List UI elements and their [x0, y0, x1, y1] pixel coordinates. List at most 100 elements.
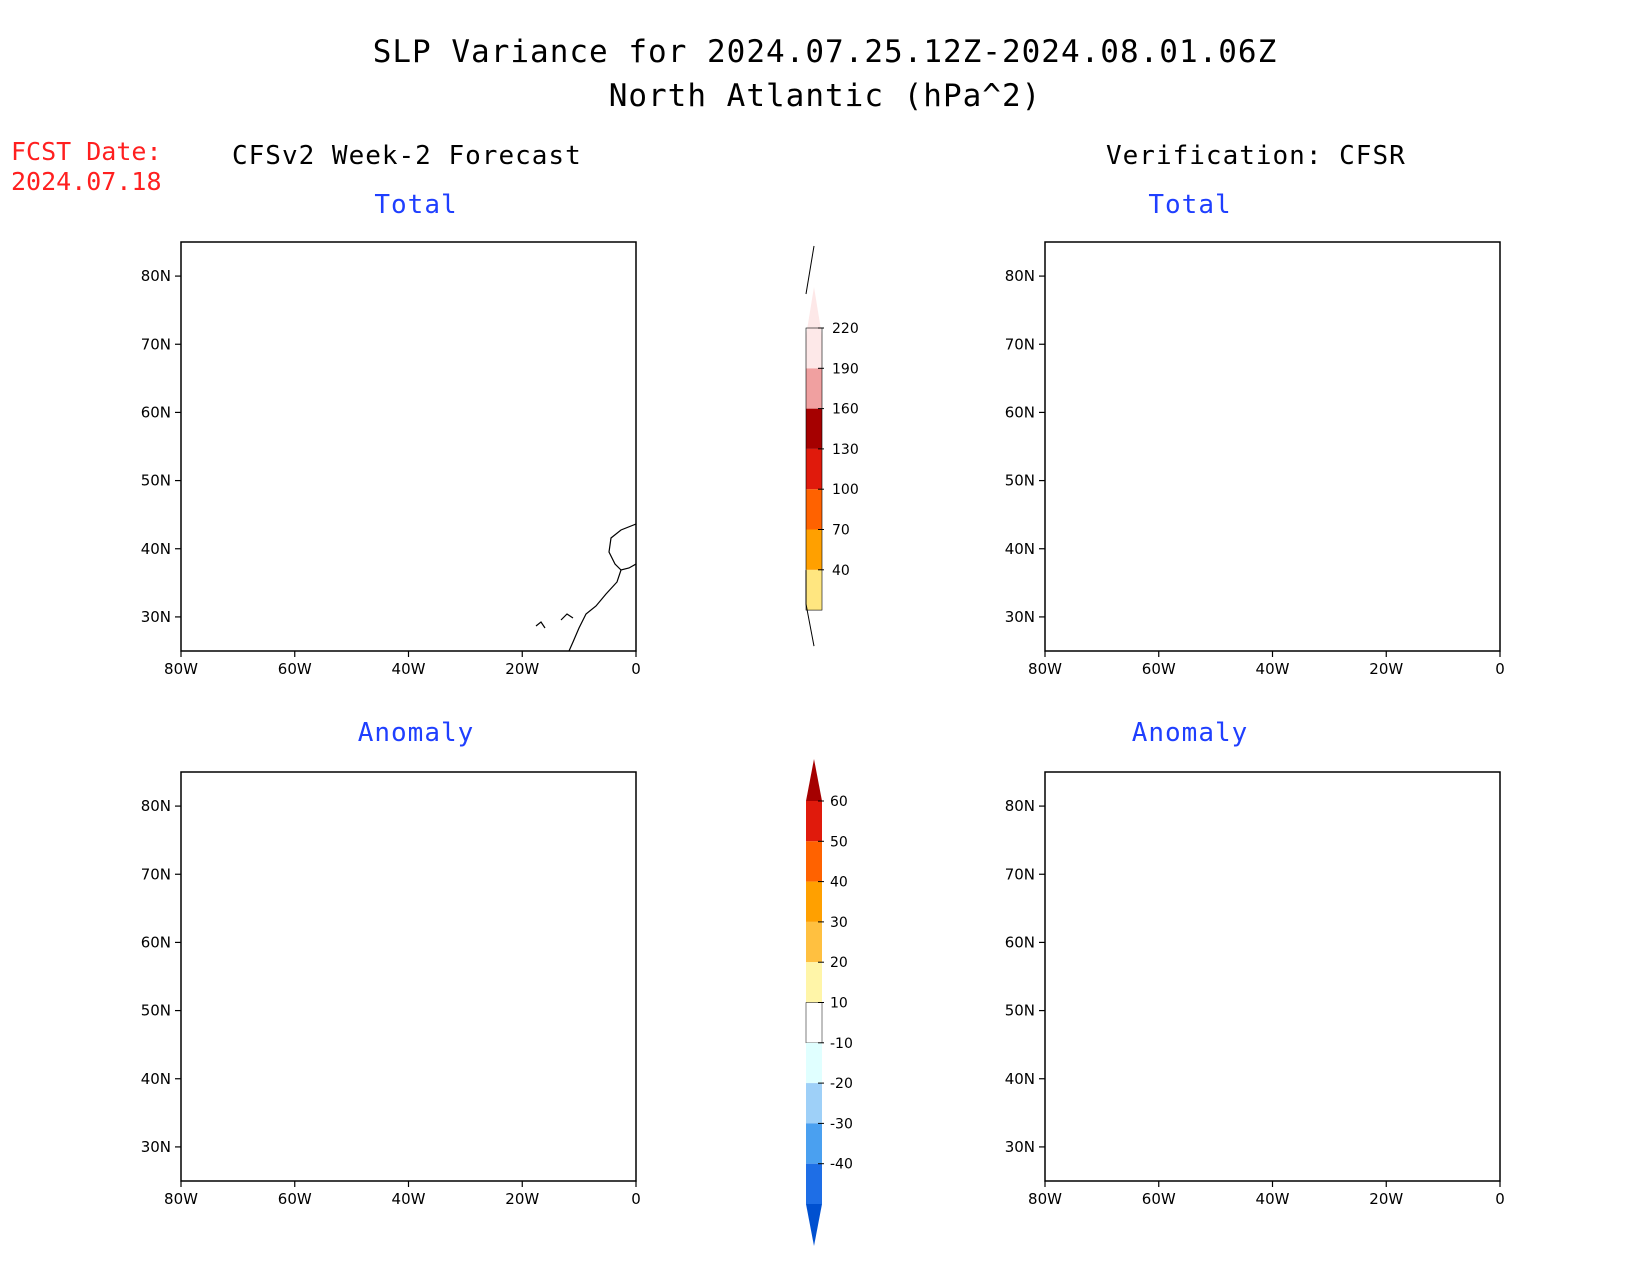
lon-label: 80W: [164, 660, 198, 678]
verification-anomaly-shade-50: [1223, 818, 1317, 950]
lon-label: 40W: [1256, 1190, 1290, 1208]
lat-label: 40N: [1005, 1070, 1035, 1088]
total-colorbar-label: 160: [832, 402, 859, 418]
total-colorbar-segment: [806, 489, 822, 530]
verification-anomaly-shade-10: [1045, 790, 1500, 1012]
total-colorbar-outline: [805, 327, 823, 611]
lon-label: 0: [1495, 1190, 1505, 1208]
lat-label: 60N: [1005, 933, 1035, 951]
verification-anomaly-panel: [1044, 771, 1501, 1182]
lon-label: 20W: [1369, 1190, 1403, 1208]
lon-label: 20W: [1369, 660, 1403, 678]
verification-anomaly-shade-20: [1045, 798, 1465, 1000]
lat-label: 40N: [1005, 540, 1035, 558]
axes-layer: 80N 70N 60N 50N 40N 30N 80W 60W 40W 20W 0 80N 70N 60N…: [141, 267, 1505, 1208]
lat-label: 70N: [1005, 865, 1035, 883]
lat-label: 50N: [141, 1002, 171, 1020]
lon-label: 80W: [1028, 1190, 1062, 1208]
lon-label: 40W: [392, 660, 426, 678]
anomaly-colorbar-label: 50: [830, 834, 848, 850]
forecast-anomaly-frame: [180, 771, 637, 1182]
anomaly-colorbar-segment: [805, 1002, 823, 1044]
forecast-total-title: Total: [374, 190, 458, 220]
anomaly-colorbar-label: 60: [830, 794, 848, 810]
forecast-date-value: 2024.07.18: [11, 167, 162, 196]
forecast-anomaly-shade-10: [181, 850, 571, 1010]
verification-total-shade-40: [1045, 262, 1500, 488]
lat-label: 60N: [141, 933, 171, 951]
lon-label: 80W: [164, 1190, 198, 1208]
anomaly-colorbar-label: -40: [830, 1157, 853, 1173]
anomaly-colorbar-segment: [806, 962, 822, 1003]
anomaly-colorbar-segment: [806, 841, 822, 882]
lon-label: 60W: [1142, 1190, 1176, 1208]
verification-anomaly-shade-neg20: [1095, 992, 1385, 1038]
verification-anomaly-shade-30: [1045, 812, 1425, 992]
anomaly-colorbar-top: [806, 759, 822, 801]
lon-label: 80W: [1028, 660, 1062, 678]
verification-total-shade-190: [1271, 389, 1283, 398]
anomaly-colorbar-label: -10: [830, 1036, 853, 1052]
forecast-column-title: CFSv2 Week-2 Forecast: [232, 141, 582, 171]
anomaly-colorbar-label: -30: [830, 1116, 853, 1132]
verification-anomaly-shade-neg10: [1045, 984, 1455, 1072]
verification-anomaly-shade-60: [1231, 822, 1307, 946]
total-colorbar-segment: [806, 448, 822, 490]
total-colorbar-label: 40: [832, 563, 850, 579]
lat-label: 80N: [141, 267, 171, 285]
total-colorbar-head: [805, 245, 815, 295]
forecast-date-label: FCST Date:: [11, 137, 162, 166]
lon-label: 0: [1495, 660, 1505, 678]
verification-anomaly-title: Anomaly: [1131, 718, 1249, 748]
lat-label: 50N: [141, 472, 171, 490]
lon-label: 60W: [1142, 660, 1176, 678]
verification-total-frame: [1044, 241, 1501, 652]
anomaly-colorbar-label: 20: [830, 955, 848, 971]
lat-label: 60N: [1005, 403, 1035, 421]
lat-label: 50N: [1005, 472, 1035, 490]
anomaly-colorbar-label: 30: [830, 915, 848, 931]
lat-label: 70N: [141, 865, 171, 883]
verification-anomaly-frame: [1044, 771, 1501, 1182]
verification-anomaly-shade-40: [1125, 812, 1405, 960]
lat-label: 30N: [1005, 608, 1035, 626]
total-colorbar-label: 220: [832, 321, 859, 337]
lat-label: 30N: [1005, 1138, 1035, 1156]
title-line2: North Atlantic (hPa^2): [608, 78, 1042, 114]
anomaly-colorbar-segment: [806, 801, 822, 842]
forecast-date: FCST Date: 2024.07.18: [11, 137, 162, 197]
total-colorbar-label: 70: [832, 523, 850, 539]
lat-label: 30N: [141, 608, 171, 626]
lat-label: 40N: [141, 540, 171, 558]
verification-total-shade-100: [1243, 368, 1305, 418]
main-title: SLP Variance for 2024.07.25.12Z-2024.08.…: [0, 30, 1650, 118]
verification-total-shade-160: [1263, 382, 1289, 404]
verification-total-shade-70: [1223, 272, 1420, 462]
total-colorbar-segment: [806, 287, 822, 369]
anomaly-colorbar-segment: [806, 1042, 822, 1084]
lon-label: 40W: [1256, 660, 1290, 678]
lat-label: 40N: [141, 1070, 171, 1088]
lat-label: 80N: [1005, 797, 1035, 815]
verification-column-title: Verification: CFSR: [1106, 141, 1406, 171]
lon-label: 20W: [505, 1190, 539, 1208]
forecast-total-panel: [180, 241, 637, 652]
lat-label: 80N: [1005, 267, 1035, 285]
lat-label: 60N: [141, 403, 171, 421]
anomaly-colorbar-label: -20: [830, 1076, 853, 1092]
verification-total-panel: [1044, 241, 1501, 652]
total-colorbar-segment: [806, 408, 822, 449]
anomaly-colorbar-segment: [806, 1163, 822, 1204]
anomaly-colorbar-segment: [806, 1123, 822, 1164]
lon-label: 0: [631, 660, 641, 678]
total-colorbar-segment: [806, 368, 822, 409]
lat-label: 80N: [141, 797, 171, 815]
total-colorbar-segment: [806, 569, 822, 611]
verification-total-shade-130: [1253, 376, 1295, 410]
total-colorbar: 40 70 100 130 160 190 220: [805, 245, 859, 647]
lat-label: 70N: [1005, 335, 1035, 353]
anomaly-colorbar: 60 50 40 30 20 10 -10 -20 -30 -40: [805, 759, 853, 1246]
lon-label: 20W: [505, 660, 539, 678]
total-colorbar-label: 130: [832, 442, 859, 458]
